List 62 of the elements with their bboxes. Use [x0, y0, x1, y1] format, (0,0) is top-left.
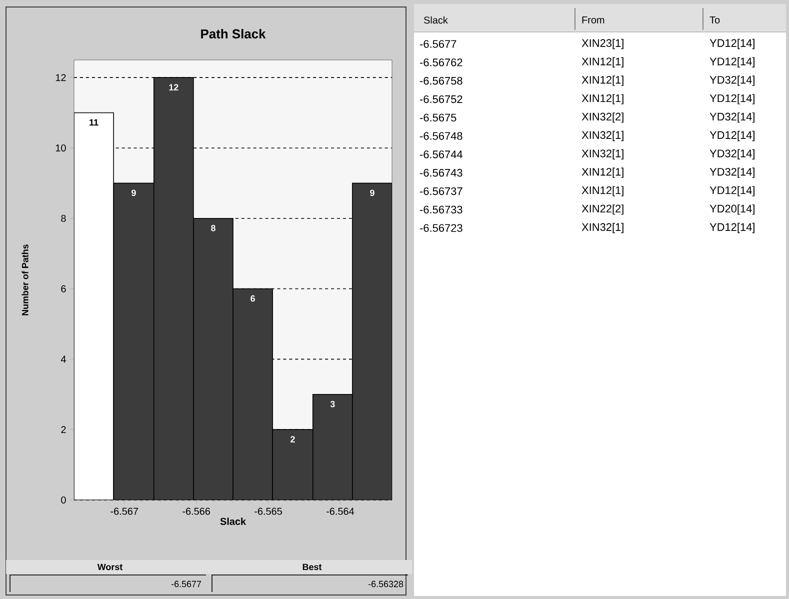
y-tick-label: 12 — [56, 74, 66, 82]
text: -6.5677 — [171, 580, 202, 588]
text: XIN32[1] — [582, 130, 624, 142]
text: -6.56762 — [420, 58, 462, 66]
text: YD32[14] — [710, 168, 754, 178]
text: -6.56737 — [420, 187, 462, 196]
text: XIN12[1] — [582, 76, 624, 86]
x-axis-title: Slack — [220, 518, 246, 525]
y-tick-label: 4 — [60, 356, 66, 363]
y-tick-label: 10 — [56, 144, 66, 152]
y-tick-label: 2 — [61, 426, 66, 434]
x-tick-label: -6.566 — [182, 508, 210, 515]
text: XIN32[1] — [582, 149, 624, 160]
y-axis-title: Number of Paths — [22, 244, 28, 316]
data-label: 2 — [290, 436, 295, 442]
text: -6.56328 — [368, 580, 404, 588]
text: XIN12[1] — [582, 57, 624, 68]
data-label: 8 — [211, 224, 216, 232]
text: -6.56743 — [420, 168, 462, 177]
data-label: 9 — [370, 190, 374, 196]
data-label: 12 — [169, 84, 178, 90]
text: Best — [302, 564, 322, 570]
text: XIN32[1] — [582, 222, 624, 234]
text: YD12[14] — [710, 222, 754, 234]
text: -6.5675 — [420, 114, 456, 122]
text: XIN32[2] — [582, 112, 624, 123]
text: XIN12[1] — [582, 186, 624, 196]
text: YD12[14] — [710, 38, 754, 50]
text: -6.56733 — [420, 206, 462, 214]
y-tick-label: 8 — [61, 214, 66, 222]
text: YD12[14] — [710, 186, 754, 196]
x-tick-label: -6.564 — [326, 508, 354, 515]
category-label: Slack — [424, 16, 448, 24]
chart-title: Path Slack — [201, 28, 266, 38]
x-tick-label: -6.565 — [254, 508, 282, 515]
text: XIN22[2] — [582, 204, 624, 215]
text: Worst — [97, 564, 123, 570]
data-label: 11 — [90, 119, 98, 126]
text: XIN12[1] — [582, 168, 624, 178]
text: -6.56752 — [420, 95, 462, 104]
data-label: 3 — [330, 400, 335, 408]
data-label: 6 — [250, 295, 255, 302]
text: XIN12[1] — [582, 94, 624, 104]
text: YD12[14] — [710, 94, 754, 104]
text: -6.56723 — [420, 224, 462, 232]
text: YD20[14] — [710, 204, 754, 215]
text: -6.56744 — [420, 150, 462, 158]
category-label: From — [582, 16, 604, 24]
text: -6.56748 — [420, 132, 462, 140]
text: YD12[14] — [710, 130, 754, 142]
y-tick-label: 0 — [61, 496, 66, 504]
text: YD32[14] — [710, 112, 754, 123]
text: YD32[14] — [710, 149, 754, 160]
text: YD32[14] — [710, 76, 754, 86]
category-label: To — [710, 16, 720, 24]
y-tick-label: 6 — [61, 285, 66, 292]
text: -6.56758 — [420, 76, 462, 85]
x-tick-label: -6.567 — [110, 508, 138, 515]
text: XIN23[1] — [582, 38, 624, 50]
text: -6.5677 — [420, 40, 456, 48]
data-label: 9 — [132, 190, 136, 196]
text: YD12[14] — [710, 57, 754, 68]
